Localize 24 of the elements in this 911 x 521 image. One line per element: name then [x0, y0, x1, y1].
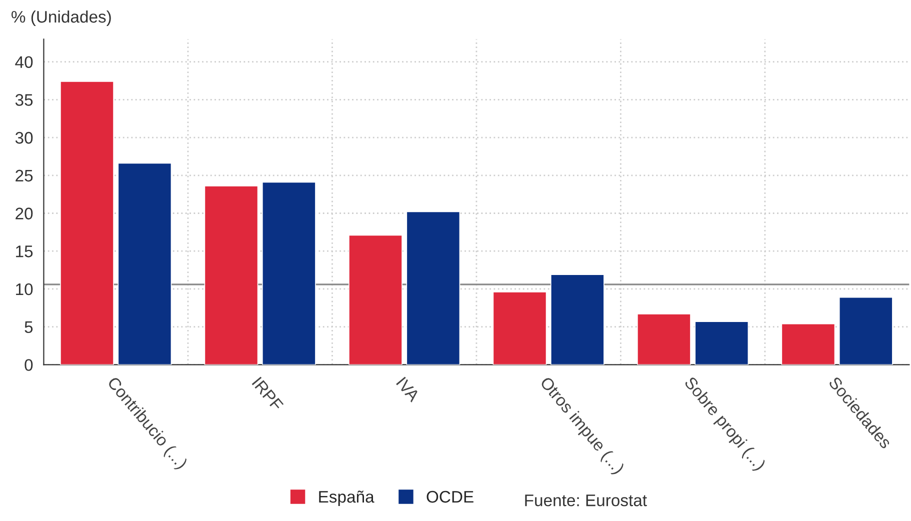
bar	[406, 211, 460, 365]
y-tick-label: 20	[16, 208, 33, 220]
y-tick-label: 40	[15, 56, 33, 68]
legend-label: España	[319, 490, 374, 506]
y-tick-label: 30	[15, 132, 33, 144]
bar	[204, 186, 258, 365]
y-tick-label: 0	[24, 359, 33, 371]
y-tick-label: 35	[15, 94, 33, 106]
y-tick-label: 5	[24, 321, 33, 334]
bar	[118, 162, 172, 365]
bar	[60, 81, 114, 365]
y-tick-label: 15	[16, 246, 33, 258]
bar	[348, 234, 402, 365]
bar	[262, 182, 316, 365]
y-tick-label: 10	[16, 283, 33, 296]
legend-label: OCDE	[426, 490, 474, 503]
source-note: Fuente: Eurostat	[525, 494, 647, 506]
x-tick-label: IVA	[396, 376, 420, 402]
bar	[550, 274, 604, 365]
bar	[637, 314, 691, 365]
bar	[694, 321, 749, 365]
bar	[492, 292, 547, 365]
y-tick-label: 25	[16, 170, 33, 182]
y-axis-title: % (Unidades)	[12, 10, 111, 26]
